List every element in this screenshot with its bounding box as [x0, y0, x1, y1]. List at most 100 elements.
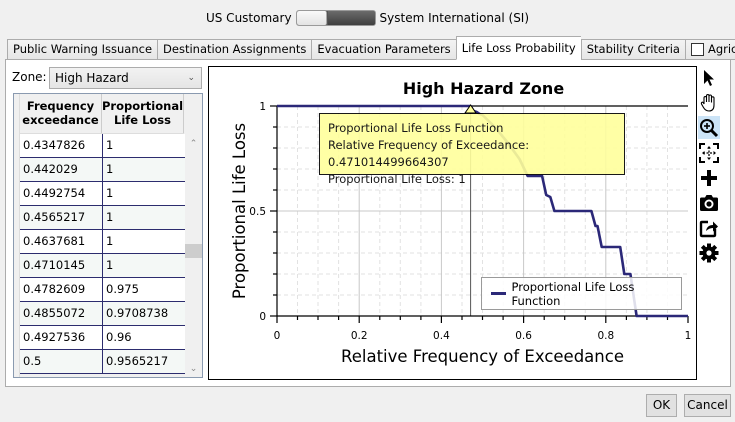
agriculture-checkbox[interactable]	[690, 43, 704, 56]
us-customary-label: US Customary	[205, 11, 292, 25]
y-ticks	[270, 105, 277, 317]
toggle-track	[327, 11, 375, 25]
life-loss-cell[interactable]: 0.975	[103, 278, 186, 301]
table-row[interactable]: 0.4710145 1	[20, 254, 186, 278]
chart-legend[interactable]: Proportional Life Loss Function	[481, 277, 682, 310]
frequency-cell[interactable]: 0.4710145	[20, 254, 103, 277]
frequency-cell[interactable]: 0.4855072	[20, 302, 103, 325]
tab-stability-criteria[interactable]: Stability Criteria	[580, 39, 685, 60]
scrollbar-thumb[interactable]	[185, 244, 202, 258]
life-loss-cell[interactable]: 1	[103, 206, 186, 229]
table-row[interactable]: 0.4565217 1	[20, 206, 186, 230]
table-row[interactable]: 0.4637681 1	[20, 230, 186, 254]
x-axis-label: Relative Frequency of Exceedance	[341, 347, 624, 366]
frequency-cell[interactable]: 0.442029	[20, 158, 103, 181]
x-tick-label: 0.2	[351, 330, 368, 342]
chart-tooltip: Proportional Life Loss Function Relative…	[319, 113, 625, 186]
zoom-tool-button[interactable]	[698, 116, 720, 139]
column-header-life-loss[interactable]: Proportional Life Loss	[102, 94, 184, 133]
toggle-knob[interactable]	[296, 11, 327, 25]
header-line: Frequency	[26, 99, 95, 113]
camera-icon	[700, 194, 718, 211]
x-tick-label: 0.8	[597, 330, 614, 342]
life-loss-table: Frequency exceedance Proportional Life L…	[13, 93, 203, 378]
legend-swatch	[491, 292, 506, 295]
frequency-cell[interactable]: 0.4637681	[20, 230, 103, 253]
si-label: System International (SI)	[379, 11, 530, 25]
table-row[interactable]: 0.4927536 0.96	[20, 326, 186, 350]
plus-icon	[701, 169, 717, 186]
table-body: 0.4347826 1 0.442029 1 0.4492754 1 0.456521…	[20, 134, 186, 374]
tab-public-warning-issuance[interactable]: Public Warning Issuance	[7, 39, 158, 60]
x-tick-labels: 0 0.2 0.4 0.6 0.8 1	[274, 330, 692, 342]
y-tick-label: 0	[259, 311, 266, 323]
y-axis-label: Proportional Life Loss	[230, 123, 249, 299]
snapshot-button[interactable]	[698, 191, 720, 214]
scroll-up-icon[interactable]: ⌃	[189, 139, 198, 149]
life-loss-cell[interactable]: 1	[103, 254, 186, 277]
frequency-cell[interactable]: 0.5	[20, 350, 103, 373]
zone-dropdown[interactable]: High Hazard ⌄	[49, 67, 202, 89]
chevron-down-icon: ⌄	[187, 73, 195, 83]
frequency-cell[interactable]: 0.4782609	[20, 278, 103, 301]
frequency-cell[interactable]: 0.4927536	[20, 326, 103, 349]
table-row[interactable]: 0.442029 1	[20, 158, 186, 182]
zoom-extents-icon	[699, 142, 719, 163]
tab-destination-assignments[interactable]: Destination Assignments	[157, 39, 312, 60]
export-button[interactable]	[698, 216, 720, 239]
tab-label: Life Loss Probability	[461, 41, 576, 55]
table-row[interactable]: 0.4782609 0.975	[20, 278, 186, 302]
tab-label: Agriculture	[707, 42, 735, 56]
table-row[interactable]: 0.4347826 1	[20, 134, 186, 158]
frequency-cell[interactable]: 0.4565217	[20, 206, 103, 229]
scroll-down-icon[interactable]: ⌄	[189, 364, 198, 374]
life-loss-cell[interactable]: 1	[103, 134, 186, 157]
column-header-frequency[interactable]: Frequency exceedance	[20, 94, 102, 133]
life-loss-cell[interactable]: 1	[103, 158, 186, 181]
zoom-extents-button[interactable]	[698, 141, 720, 164]
tab-agriculture[interactable]: Agriculture	[684, 39, 735, 60]
header-line: Proportional	[102, 99, 184, 113]
legend-label: Proportional Life Loss Function	[511, 279, 635, 308]
table-row[interactable]: 0.4855072 0.9708738	[20, 302, 186, 326]
life-loss-cell[interactable]: 1	[103, 182, 186, 205]
life-loss-cell[interactable]: 0.9708738	[103, 302, 186, 325]
x-ticks	[276, 316, 689, 323]
tab-strip: Public Warning Issuance Destination Assi…	[7, 36, 735, 60]
header-line: Life Loss	[114, 113, 171, 127]
tooltip-y-value: Proportional Life Loss: 1	[328, 172, 466, 186]
frequency-cell[interactable]: 0.4492754	[20, 182, 103, 205]
axes	[270, 105, 689, 323]
life-loss-cell[interactable]: 1	[103, 230, 186, 253]
tab-life-loss-probability[interactable]: Life Loss Probability	[455, 36, 581, 60]
x-tick-label: 0	[274, 330, 281, 342]
table-row[interactable]: 0.5 0.9565217	[20, 350, 186, 374]
life-loss-cell[interactable]: 0.96	[103, 326, 186, 349]
units-toggle-switch[interactable]	[295, 10, 376, 26]
y-tick-labels: 0 0.5 1	[249, 101, 266, 323]
cancel-button[interactable]: Cancel	[684, 394, 731, 417]
table-header: Frequency exceedance Proportional Life L…	[20, 94, 184, 134]
frequency-cell[interactable]: 0.4347826	[20, 134, 103, 157]
pan-tool-button[interactable]	[698, 91, 720, 114]
table-row[interactable]: 0.4492754 1	[20, 182, 186, 206]
x-tick-label: 0.4	[433, 330, 450, 342]
tooltip-series-name: Proportional Life Loss Function	[328, 121, 504, 135]
pointer-tool-button[interactable]	[698, 66, 720, 89]
cursor-arrow-icon	[704, 69, 714, 86]
zoom-in-icon	[700, 118, 719, 137]
tooltip-x-value: Relative Frequency of Exceedance: 0.4710…	[328, 138, 530, 169]
ok-button[interactable]: OK	[646, 394, 677, 417]
add-point-button[interactable]	[698, 166, 720, 189]
hand-pan-icon	[700, 93, 715, 112]
y-tick-label: 0.5	[249, 206, 266, 218]
life-loss-cell[interactable]: 0.9565217	[103, 350, 186, 373]
row-header-strip	[14, 94, 20, 377]
units-toggle-row: US Customary System International (SI)	[0, 8, 735, 28]
tab-label: Destination Assignments	[163, 42, 307, 56]
table-scrollbar[interactable]: ⌃ ⌄	[185, 134, 202, 377]
tab-evacuation-parameters[interactable]: Evacuation Parameters	[311, 39, 456, 60]
x-tick-label: 0.6	[515, 330, 532, 342]
x-tick-label: 1	[685, 330, 692, 342]
settings-button[interactable]	[698, 241, 720, 264]
